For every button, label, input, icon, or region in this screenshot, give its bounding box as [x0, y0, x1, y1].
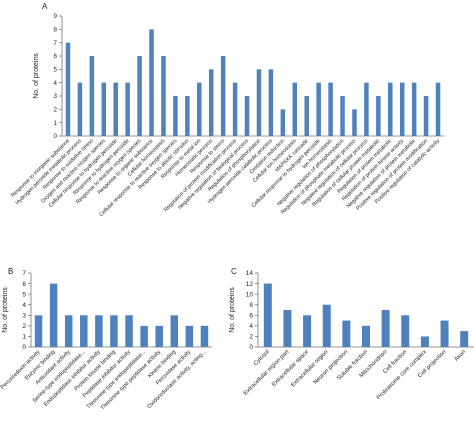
panel-c-category-label: Extracellular space: [271, 349, 310, 388]
panel-a-bar: [244, 96, 250, 136]
panel-c-bar: [322, 304, 331, 347]
panel-c-y-tick-label: 6: [249, 312, 253, 319]
panel-a-bar: [364, 82, 369, 136]
panel-b-y-tick-label: 2: [22, 323, 26, 330]
panel-c-letter: C: [231, 267, 237, 276]
panel-a-bar: [89, 56, 95, 136]
panel-a-bar: [173, 96, 178, 136]
panel-a-bar: [77, 82, 83, 136]
panel-c-bar: [401, 315, 410, 347]
panel-a-bar: [208, 69, 214, 136]
panel-a-bar: [388, 82, 393, 136]
panel-b-y-tick-label: 1: [22, 334, 26, 341]
panel-c-y-axis-label: No. of proteins: [229, 287, 236, 333]
panel-c-bar: [460, 331, 469, 347]
panel-b-y-tick-label: 3: [22, 312, 26, 319]
panel-a-bar: [185, 96, 190, 136]
panel-b-y-tick-label: 0: [22, 344, 26, 351]
panel-a-bar: [101, 82, 107, 136]
panel-a-y-tick-label: 7: [54, 40, 58, 47]
panel-a-y-tick-label: 2: [54, 107, 58, 114]
panel-c-y-tick-label: 2: [249, 334, 253, 341]
panel-b-bar: [140, 325, 148, 347]
panel-c-bar: [342, 320, 351, 347]
panel-a-bar: [268, 69, 274, 136]
panel-c-bar: [362, 325, 370, 347]
panel-a-bar: [328, 82, 333, 136]
panel-b-bar: [125, 315, 133, 347]
panel-b-bar: [110, 315, 118, 347]
panel-a-bar: [304, 96, 309, 136]
panel-c-bar: [381, 310, 390, 347]
panel-b-bar: [49, 283, 58, 347]
panel-a-y-tick-label: 6: [54, 53, 58, 60]
panel-a-letter: A: [42, 2, 48, 11]
panel-b-bar: [155, 325, 163, 347]
panel-c-y-tick-label: 8: [249, 302, 253, 309]
panel-a-bar: [113, 82, 118, 136]
panel-a-bar: [137, 56, 142, 136]
panel-a-bar: [435, 82, 441, 136]
panel-a-bar: [280, 109, 286, 136]
panel-c-bar: [263, 283, 272, 347]
panel-c-y-tick-label: 14: [246, 270, 254, 277]
panel-b-bar: [185, 325, 194, 347]
panel-c-bar: [440, 320, 449, 347]
panel-a-y-tick-label: 0: [54, 133, 58, 140]
panel-b-bar: [95, 315, 103, 347]
panel-a-y-tick-label: 5: [54, 67, 58, 74]
panel-a-y-tick-label: 4: [54, 80, 58, 87]
panel-a-bar: [399, 82, 405, 136]
panel-a-y-tick-label: 3: [54, 93, 58, 100]
panel-b-bar: [34, 315, 43, 347]
panel-b-bar: [80, 315, 88, 347]
panel-a-bar: [256, 69, 262, 136]
panel-a-bar: [352, 109, 357, 136]
panel-a-bar: [161, 56, 166, 136]
panel-a-bar: [220, 56, 226, 136]
panel-c-bar: [283, 310, 292, 347]
panel-b-letter: B: [8, 267, 13, 276]
panel-a-y-tick-label: 1: [54, 120, 58, 127]
panel-b-bar: [170, 315, 179, 347]
panel-a-bar: [232, 82, 238, 136]
panel-a-bar: [197, 82, 202, 136]
panel-a-bar: [376, 96, 381, 136]
panel-b-y-tick-label: 6: [22, 281, 26, 288]
panel-c-category-label: Cytosol: [253, 349, 271, 367]
panel-a-bar: [411, 82, 417, 136]
panel-a-y-axis-label: No. of proteins: [33, 53, 40, 99]
panel-a-bar: [292, 82, 298, 136]
panel-b-y-tick-label: 4: [22, 302, 26, 309]
panel-c-category-label: Axon: [454, 349, 468, 363]
panel-c-y-tick-label: 0: [249, 344, 253, 351]
panel-a-bar: [149, 29, 154, 136]
panel-c-y-tick-label: 12: [246, 281, 254, 288]
panel-a-bar: [316, 82, 321, 136]
panel-b-y-axis-label: No. of proteins: [2, 287, 9, 333]
panel-a-bar: [125, 82, 130, 136]
panel-b-bar: [64, 315, 73, 347]
panel-c-y-tick-label: 10: [246, 291, 254, 298]
panel-a-bar: [423, 96, 429, 136]
panel-c-category-label: Neuron projection: [313, 349, 350, 386]
panel-b-bar: [200, 325, 209, 347]
panel-b-y-tick-label: 5: [22, 291, 26, 298]
panel-a-bar: [340, 96, 345, 136]
panel-a-y-tick-label: 8: [54, 27, 58, 34]
panel-c-bar: [420, 336, 429, 347]
panel-a-bar: [65, 42, 71, 136]
panel-a-y-tick-label: 9: [54, 13, 58, 20]
panel-c-bar: [303, 315, 312, 347]
panel-b-y-tick-label: 7: [22, 270, 26, 277]
panel-c-y-tick-label: 4: [249, 323, 253, 330]
panel-c-category-label: Extracellular region: [290, 349, 329, 388]
